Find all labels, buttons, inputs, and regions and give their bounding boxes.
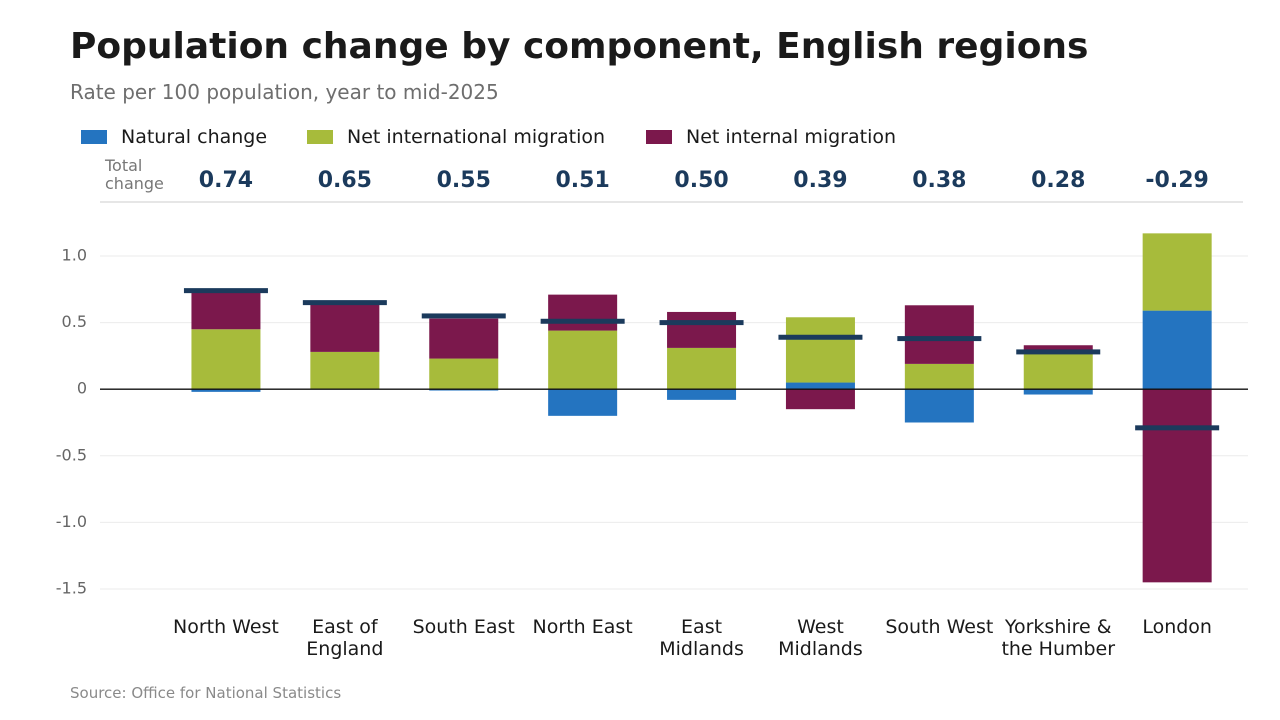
legend-label: Net internal migration [686,126,897,148]
total-value: 0.38 [912,168,967,193]
bar-segment [904,305,974,364]
y-tick-label: -0.5 [56,445,87,464]
total-marker [659,320,744,326]
bar-segment [1023,345,1093,351]
x-tick-label: East of England [306,616,384,660]
x-tick-label: West Midlands [778,616,863,660]
legend-swatch [307,130,333,144]
x-tick-label: East Midlands [659,616,744,660]
total-marker [1016,349,1101,355]
total-value: 0.65 [317,168,372,193]
bar-segment [785,317,855,383]
y-tick-label: 0.5 [62,312,87,331]
total-marker [540,318,625,324]
bar-segment [429,389,499,391]
total-value: 0.55 [436,168,491,193]
total-marker [897,336,982,342]
bar-segment [1142,310,1212,390]
total-marker [778,334,863,340]
x-tick-label: North East [532,616,633,638]
total-value: 0.74 [198,168,254,193]
bar-segment [310,351,380,390]
bar-segment [191,389,261,392]
bar-segment [548,389,618,416]
total-label: Total change [105,156,164,193]
bar-segment [785,389,855,410]
bar-segment [1023,350,1093,390]
total-value: 0.51 [555,168,610,193]
bar-segment [667,389,737,400]
bar-segment [667,347,737,390]
total-value: -0.29 [1145,168,1209,193]
bar-segment [191,329,261,390]
total-marker [1135,425,1220,431]
bar-segment [548,330,618,390]
total-marker [302,300,387,306]
x-tick-label: London [1142,616,1212,638]
bar-segment [904,363,974,390]
chart-subtitle: Rate per 100 population, year to mid-202… [70,80,499,104]
source: Source: Office for National Statistics [70,684,342,702]
total-value: 0.50 [674,168,729,193]
total-marker [183,288,268,294]
bar-segment [548,294,618,331]
legend-label: Net international migration [347,126,606,148]
y-tick-label: 1.0 [62,246,87,265]
legend-label: Natural change [121,126,268,148]
total-marker [421,313,506,319]
bar-segment [310,301,380,352]
bar-segment [429,358,499,390]
x-tick-label: North West [172,616,279,638]
bar-segment [904,389,974,423]
x-tick-label: South East [412,616,515,638]
legend-swatch [646,130,672,144]
y-tick-label: -1.5 [56,579,87,598]
legend-swatch [81,130,107,144]
x-tick-label: Yorkshire & the Humber [1001,616,1116,660]
bar-segment [667,311,737,348]
y-tick-label: 0 [77,379,87,398]
chart-title: Population change by component, English … [70,26,1089,67]
bar-segment [1023,389,1093,395]
total-value: 0.28 [1031,168,1086,193]
bar-segment [1142,389,1212,583]
total-value: 0.39 [793,168,848,193]
y-tick-label: -1.0 [56,512,87,531]
bar-segment [429,318,499,359]
bar-segment [191,291,261,330]
bar-segment [1142,233,1212,311]
x-tick-label: South West [885,616,994,638]
bar-segment [785,382,855,390]
